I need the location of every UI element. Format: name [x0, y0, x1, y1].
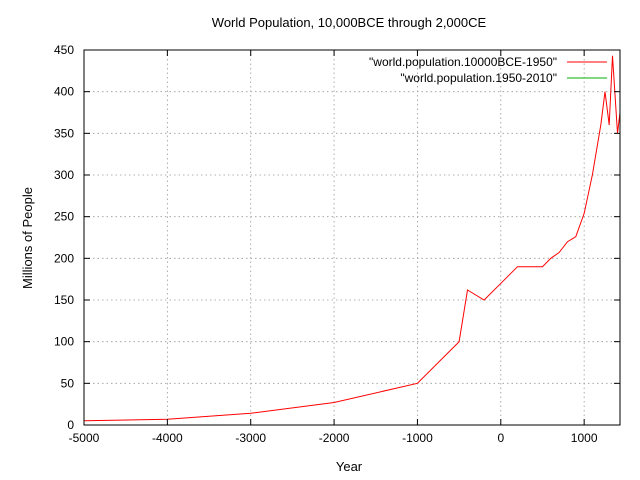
x-axis-title: Year — [336, 459, 363, 474]
x-tick-label: -1000 — [402, 431, 433, 445]
x-tick-label: -4000 — [152, 431, 183, 445]
y-tick-label: 150 — [54, 293, 74, 307]
axis-tick-labels: 0 50 100 150 200 250 300 350 400 450 -5000 -4000 -30… — [54, 43, 598, 445]
y-tick-label: 0 — [67, 418, 74, 432]
y-tick-label: 300 — [54, 168, 74, 182]
x-tick-label: -2000 — [319, 431, 350, 445]
legend-label: "world.population.1950-2010" — [400, 71, 557, 85]
x-tick-label: -3000 — [235, 431, 266, 445]
y-tick-label: 450 — [54, 43, 74, 57]
axis-ticks — [83, 49, 620, 426]
grid-lines — [84, 50, 620, 425]
plot-frame — [83, 49, 621, 426]
y-tick-label: 350 — [54, 126, 74, 140]
y-tick-label: 250 — [54, 210, 74, 224]
y-tick-label: 400 — [54, 85, 74, 99]
series-group — [83, 55, 621, 422]
legend: "world.population.10000BCE-1950" "world.p… — [369, 55, 607, 85]
x-tick-label: 0 — [497, 431, 504, 445]
series-line — [83, 55, 621, 422]
legend-label: "world.population.10000BCE-1950" — [369, 55, 557, 69]
chart-title: World Population, 10,000BCE through 2,00… — [212, 15, 487, 30]
y-tick-label: 100 — [54, 335, 74, 349]
x-tick-label: 1000 — [571, 431, 598, 445]
y-axis-title: Millions of People — [20, 187, 35, 289]
y-tick-label: 200 — [54, 251, 74, 265]
x-tick-label: -5000 — [69, 431, 100, 445]
y-tick-label: 50 — [61, 376, 75, 390]
